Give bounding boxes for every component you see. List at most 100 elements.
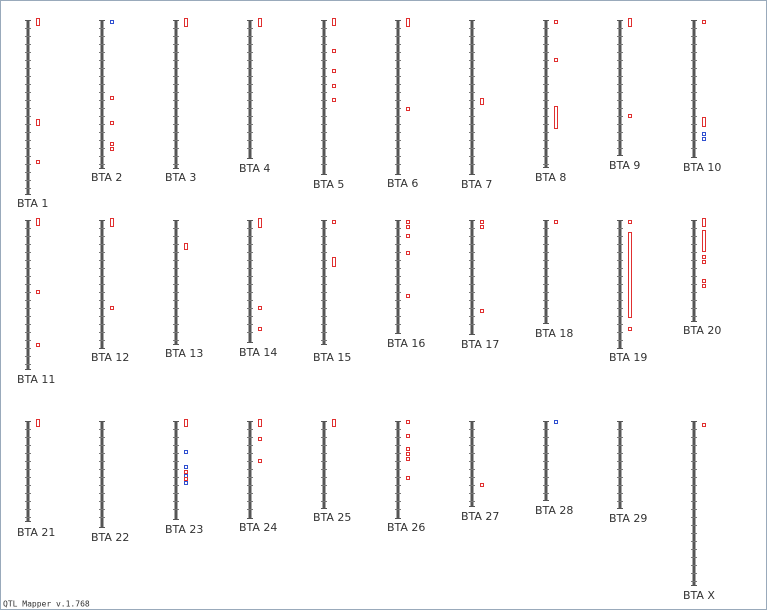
qtl-mark bbox=[332, 419, 336, 427]
chromosome-label: BTA 22 bbox=[91, 531, 129, 544]
chromosome-label: BTA 24 bbox=[239, 521, 277, 534]
chromosome bbox=[618, 20, 622, 156]
chromosome-label: BTA 26 bbox=[387, 521, 425, 534]
chromosome bbox=[618, 421, 622, 509]
chromosome bbox=[470, 220, 474, 335]
chromosome bbox=[544, 20, 548, 168]
qtl-mark bbox=[702, 255, 706, 259]
qtl-mark bbox=[554, 20, 558, 24]
chromosome bbox=[692, 421, 696, 586]
chromosome bbox=[248, 20, 252, 159]
qtl-mark bbox=[258, 327, 262, 331]
chromosome-label: BTA 29 bbox=[609, 512, 647, 525]
chromosome-label: BTA 28 bbox=[535, 504, 573, 517]
qtl-mark bbox=[406, 294, 410, 298]
qtl-mark bbox=[184, 450, 188, 454]
chromosome-label: BTA 15 bbox=[313, 351, 351, 364]
qtl-mark bbox=[258, 459, 262, 463]
qtl-mark bbox=[702, 279, 706, 283]
qtl-mark bbox=[332, 69, 336, 73]
chromosome-label: BTA 2 bbox=[91, 171, 122, 184]
chromosome-label: BTA 14 bbox=[239, 346, 277, 359]
qtl-mark bbox=[36, 419, 40, 427]
qtl-mark bbox=[702, 20, 706, 24]
chromosome bbox=[692, 220, 696, 322]
chromosome-label: BTA 7 bbox=[461, 178, 492, 191]
qtl-mark bbox=[628, 232, 632, 318]
qtl-mark bbox=[184, 481, 188, 485]
chromosome bbox=[544, 220, 548, 324]
qtl-mark bbox=[480, 220, 484, 224]
qtl-mark bbox=[702, 218, 706, 227]
qtl-mark bbox=[184, 419, 188, 427]
qtl-mark bbox=[184, 470, 188, 474]
chromosome-label: BTA 19 bbox=[609, 351, 647, 364]
qtl-mark bbox=[258, 18, 262, 27]
qtl-mark bbox=[702, 423, 706, 427]
qtl-mark bbox=[628, 327, 632, 331]
qtl-mark bbox=[110, 121, 114, 125]
qtl-mark bbox=[480, 98, 484, 105]
qtl-mark bbox=[702, 284, 706, 288]
qtl-mark bbox=[628, 220, 632, 224]
qtl-mark bbox=[36, 343, 40, 347]
chromosome bbox=[470, 421, 474, 507]
chromosome-label: BTA 20 bbox=[683, 324, 721, 337]
chromosome-label: BTA 11 bbox=[17, 373, 55, 386]
qtl-mark bbox=[554, 420, 558, 424]
qtl-mark bbox=[406, 420, 410, 424]
qtl-mark bbox=[258, 218, 262, 228]
qtl-mark bbox=[110, 218, 114, 227]
qtl-mark bbox=[332, 49, 336, 53]
qtl-mark bbox=[406, 220, 410, 224]
chromosome-label: BTA 27 bbox=[461, 510, 499, 523]
qtl-mark bbox=[406, 452, 410, 456]
qtl-mark bbox=[258, 437, 262, 441]
chromosome-label: BTA 25 bbox=[313, 511, 351, 524]
chromosome-label: BTA 23 bbox=[165, 523, 203, 536]
qtl-mark bbox=[332, 98, 336, 102]
qtl-mark bbox=[554, 220, 558, 224]
chromosome-label: BTA X bbox=[683, 589, 715, 602]
qtl-mark bbox=[480, 309, 484, 313]
chromosome bbox=[322, 421, 326, 509]
qtl-mark bbox=[480, 225, 484, 229]
qtl-mark bbox=[110, 142, 114, 146]
chromosome bbox=[26, 220, 30, 370]
chromosome-label: BTA 16 bbox=[387, 337, 425, 350]
qtl-mark bbox=[406, 251, 410, 255]
chromosome-label: BTA 6 bbox=[387, 177, 418, 190]
chromosome bbox=[26, 421, 30, 522]
qtl-mark bbox=[258, 306, 262, 310]
qtl-mark bbox=[406, 107, 410, 111]
qtl-mark bbox=[406, 457, 410, 461]
qtl-mark bbox=[184, 465, 188, 469]
chromosome bbox=[174, 20, 178, 169]
chromosome bbox=[100, 421, 104, 528]
qtl-mark bbox=[702, 260, 706, 264]
chromosome-label: BTA 17 bbox=[461, 338, 499, 351]
qtl-mark bbox=[332, 84, 336, 88]
chromosome-label: BTA 3 bbox=[165, 171, 196, 184]
footer: QTL Mapper v.1.768 bbox=[3, 600, 90, 609]
qtl-mark bbox=[702, 117, 706, 127]
qtl-mark bbox=[36, 290, 40, 294]
qtl-mark bbox=[110, 306, 114, 310]
qtl-mark bbox=[36, 160, 40, 164]
qtl-mark bbox=[406, 225, 410, 229]
qtl-mark bbox=[628, 114, 632, 118]
qtl-mark bbox=[628, 18, 632, 27]
chromosome bbox=[470, 20, 474, 175]
chromosome-label: BTA 4 bbox=[239, 162, 270, 175]
chromosome-label: BTA 12 bbox=[91, 351, 129, 364]
qtl-mark bbox=[702, 132, 706, 136]
qtl-mark bbox=[184, 18, 188, 27]
qtl-mark bbox=[258, 419, 262, 427]
chromosome-label: BTA 5 bbox=[313, 178, 344, 191]
qtl-mark bbox=[406, 234, 410, 238]
qtl-mark bbox=[110, 20, 114, 24]
chromosome bbox=[174, 421, 178, 520]
chromosome-label: BTA 9 bbox=[609, 159, 640, 172]
chromosome bbox=[100, 20, 104, 169]
